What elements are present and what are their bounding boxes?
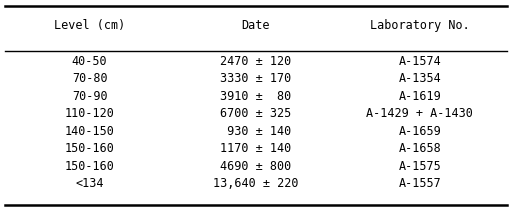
Text: A-1658: A-1658 — [398, 142, 441, 155]
Text: <134: <134 — [75, 177, 104, 190]
Text: 140-150: 140-150 — [65, 125, 115, 138]
Text: A-1429 + A-1430: A-1429 + A-1430 — [367, 107, 473, 120]
Text: 70-90: 70-90 — [72, 90, 108, 103]
Text: A-1659: A-1659 — [398, 125, 441, 138]
Text: Laboratory No.: Laboratory No. — [370, 19, 470, 32]
Text: 930 ± 140: 930 ± 140 — [220, 125, 292, 138]
Text: 70-80: 70-80 — [72, 72, 108, 85]
Text: 110-120: 110-120 — [65, 107, 115, 120]
Text: 13,640 ± 220: 13,640 ± 220 — [214, 177, 298, 190]
Text: A-1354: A-1354 — [398, 72, 441, 85]
Text: Level (cm): Level (cm) — [54, 19, 125, 32]
Text: 150-160: 150-160 — [65, 160, 115, 173]
Text: 2470 ± 120: 2470 ± 120 — [220, 55, 292, 68]
Text: 4690 ± 800: 4690 ± 800 — [220, 160, 292, 173]
Text: 6700 ± 325: 6700 ± 325 — [220, 107, 292, 120]
Text: A-1557: A-1557 — [398, 177, 441, 190]
Text: 3330 ± 170: 3330 ± 170 — [220, 72, 292, 85]
Text: 150-160: 150-160 — [65, 142, 115, 155]
Text: Date: Date — [242, 19, 270, 32]
Text: A-1574: A-1574 — [398, 55, 441, 68]
Text: 3910 ±  80: 3910 ± 80 — [220, 90, 292, 103]
Text: A-1575: A-1575 — [398, 160, 441, 173]
Text: A-1619: A-1619 — [398, 90, 441, 103]
Text: 1170 ± 140: 1170 ± 140 — [220, 142, 292, 155]
Text: 40-50: 40-50 — [72, 55, 108, 68]
